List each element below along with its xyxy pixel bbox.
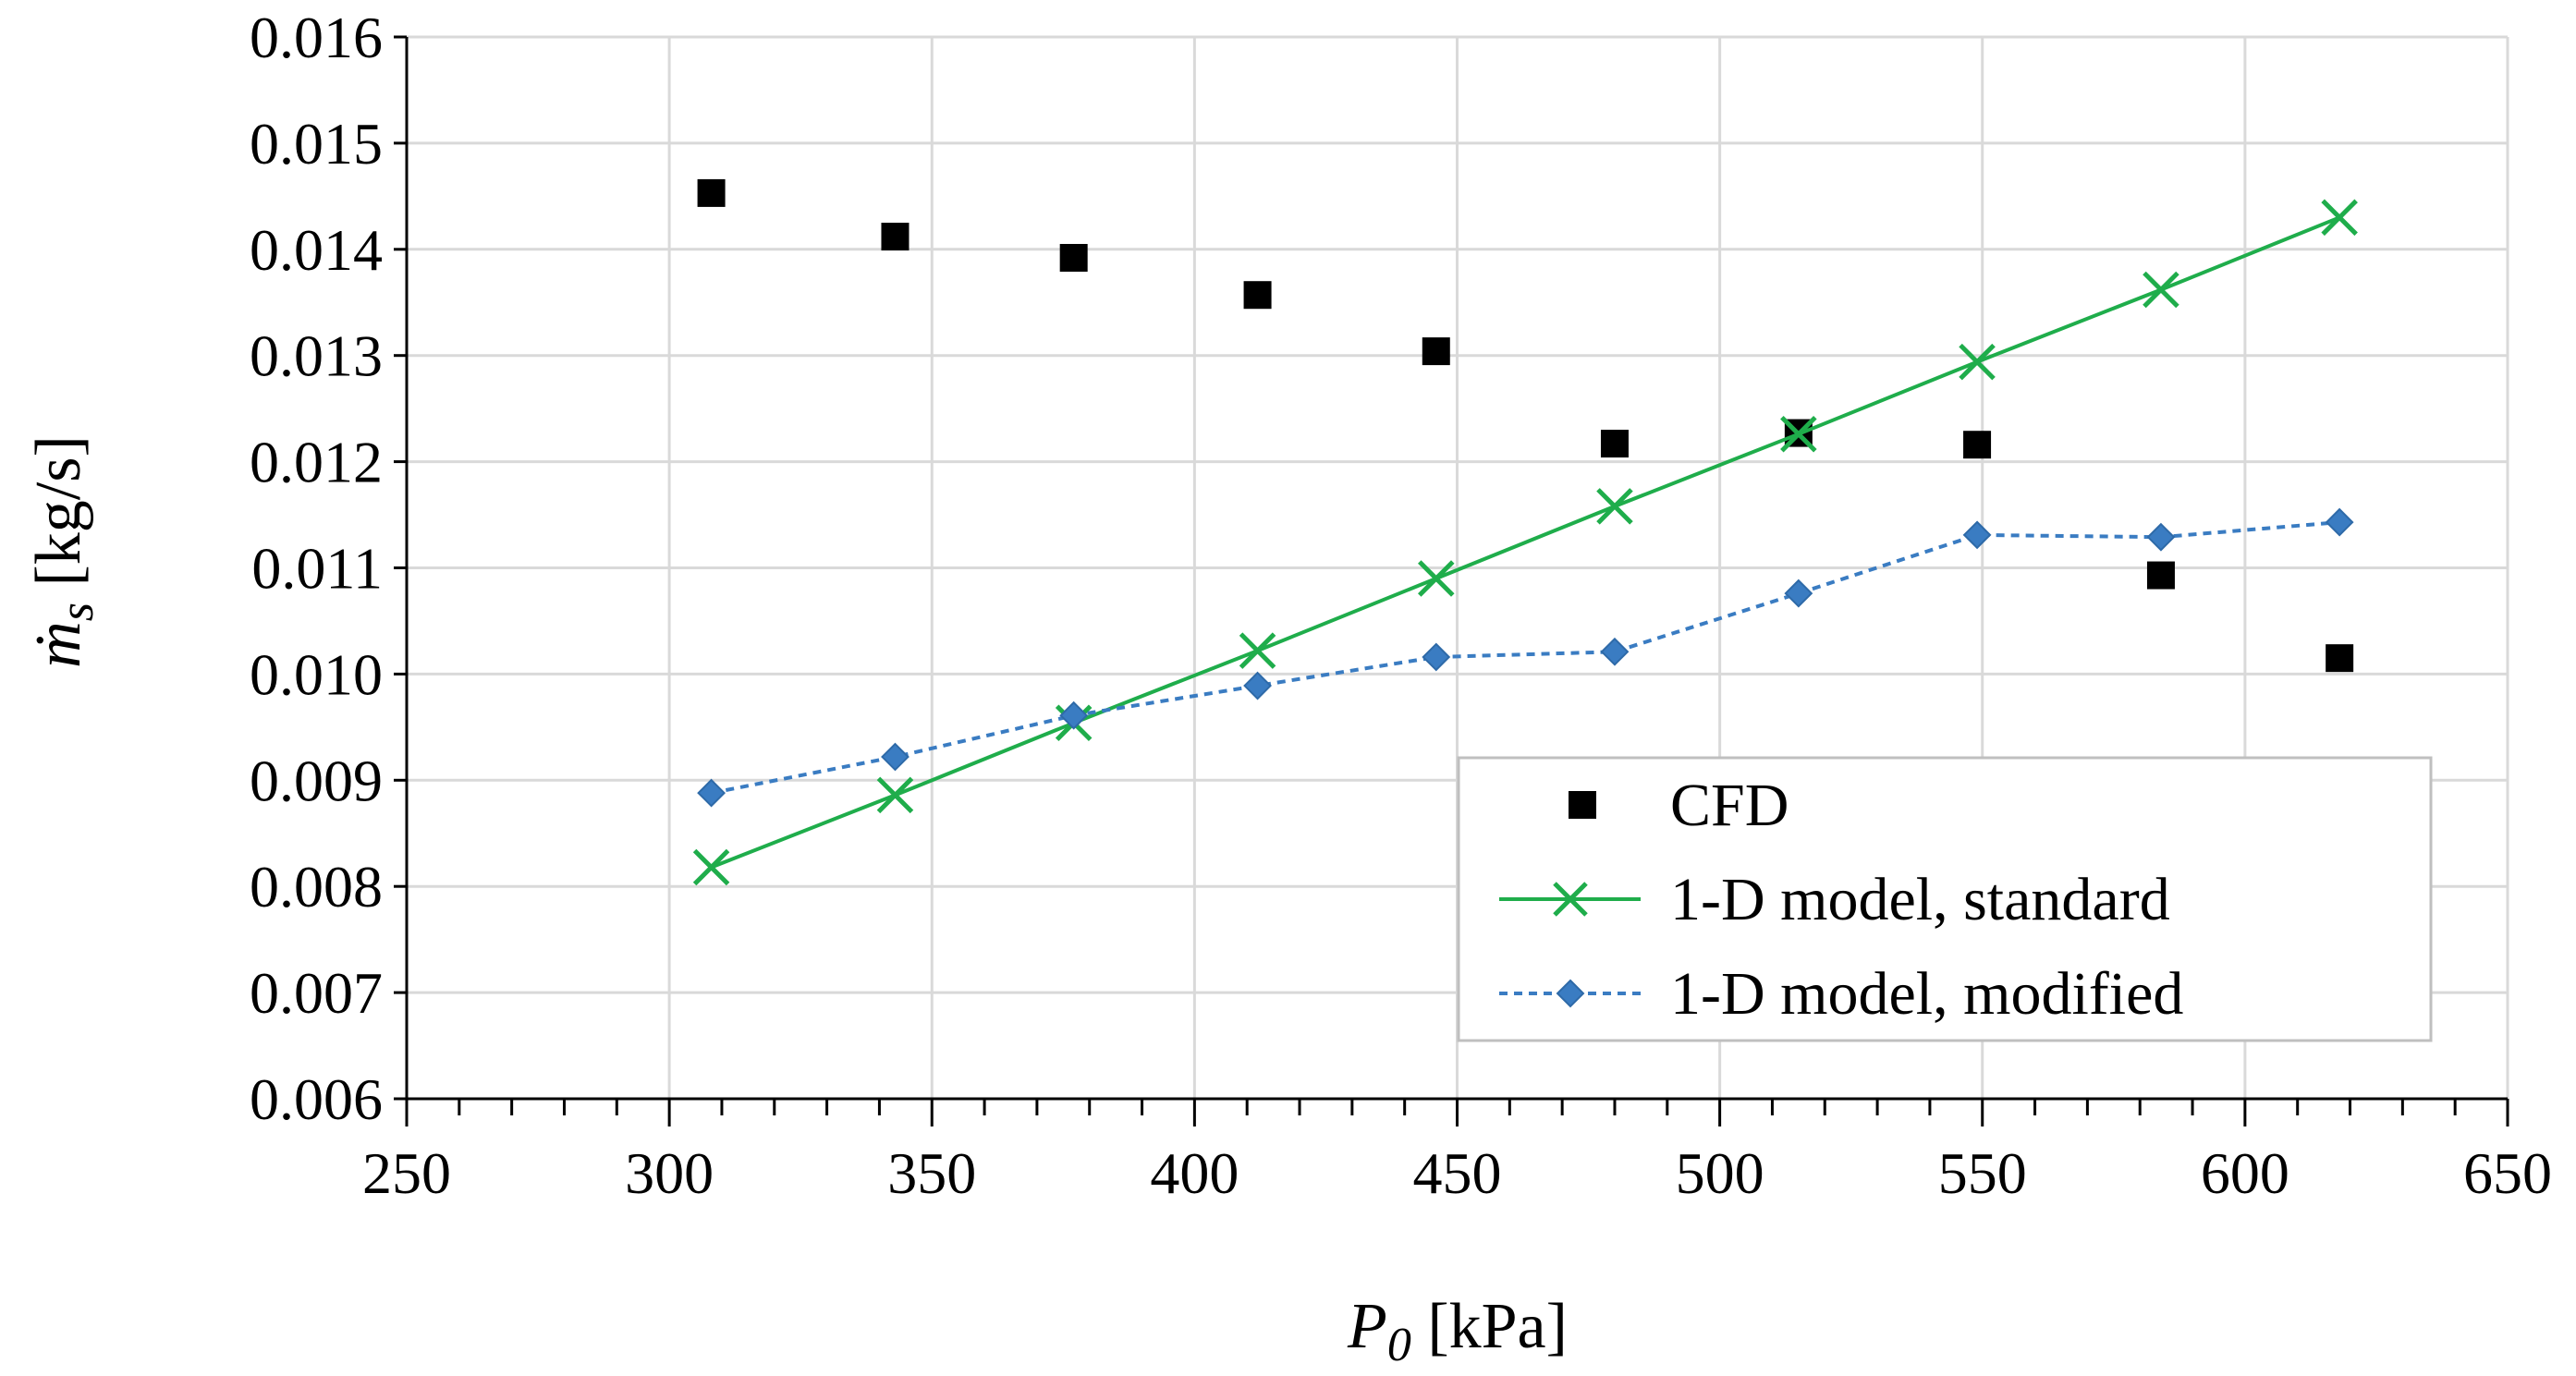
legend-modified-diamond-icon [1556, 979, 1585, 1008]
x-tick-label: 500 [1676, 1140, 1764, 1206]
standard-point [1780, 415, 1817, 453]
modified-point [1600, 637, 1630, 666]
y-tick-label: 0.010 [250, 641, 383, 707]
cfd-point [697, 178, 726, 207]
x-tick-label: 650 [2463, 1140, 2552, 1206]
modified-point [1784, 578, 1813, 608]
y-tick-label: 0.008 [250, 854, 383, 919]
cfd-point [2326, 644, 2354, 673]
legend-cfd-square-icon [1569, 791, 1596, 819]
cfd-point [1059, 243, 1088, 272]
y-tick-label: 0.015 [250, 111, 383, 177]
standard-point [692, 848, 730, 886]
modified-point [697, 778, 726, 808]
x-tick-label: 450 [1413, 1140, 1502, 1206]
legend-label-cfd: CFD [1670, 772, 1789, 839]
axes [394, 35, 2509, 1126]
y-tick-label: 0.013 [250, 323, 383, 389]
cfd-point [1600, 430, 1629, 458]
legend-entry-cfd: CFD [1569, 772, 1789, 839]
modified-point [2325, 507, 2354, 537]
legend-standard-x-icon [1553, 882, 1588, 917]
standard-point [876, 776, 914, 814]
y-axis-title: ṁs [kg/s] [23, 435, 104, 668]
modified-point [1243, 671, 1272, 700]
series-line [711, 520, 2340, 796]
modified-point [1422, 642, 1451, 672]
standard-point [1596, 488, 1633, 525]
series-0 [697, 178, 2354, 673]
legend-label-modified: 1-D model, modified [1670, 960, 2183, 1028]
series-2 [697, 507, 2354, 808]
x-axis-title: P0 [kPa] [1347, 1291, 1568, 1371]
series-line [710, 215, 2340, 870]
x-tick-label: 550 [1938, 1140, 2027, 1206]
standard-point [1239, 632, 1276, 669]
x-tick-label: 250 [362, 1140, 451, 1206]
cfd-point [2146, 561, 2175, 590]
x-tick-label: 400 [1150, 1140, 1239, 1206]
x-tick-label: 350 [887, 1140, 976, 1206]
standard-point [1418, 560, 1455, 597]
cfd-point [881, 223, 910, 251]
y-tick-label: 0.007 [250, 960, 383, 1026]
legend-entry-standard: 1-D model, standard [1499, 866, 2170, 933]
standard-point [2321, 199, 2358, 237]
modified-point [881, 742, 910, 772]
x-tick-label: 600 [2201, 1140, 2289, 1206]
series-1 [692, 199, 2358, 886]
cfd-point [1422, 337, 1450, 366]
standard-point [2143, 271, 2179, 309]
modified-point [2146, 522, 2176, 552]
x-tick-label: 300 [625, 1140, 714, 1206]
y-tick-label: 0.006 [250, 1066, 383, 1132]
y-tick-label: 0.012 [250, 430, 383, 495]
tick-labels: 0.006 0.007 0.008 0.009 0.010 0.011 0.012 0.013… [250, 5, 2552, 1206]
cfd-point [1243, 281, 1272, 310]
modified-point [1962, 520, 1992, 550]
y-tick-label: 0.014 [250, 217, 383, 283]
series [692, 178, 2358, 886]
y-tick-label: 0.011 [251, 536, 383, 602]
y-tick-label: 0.009 [250, 748, 383, 813]
cfd-point [1963, 431, 1992, 459]
standard-point [1959, 343, 1996, 381]
legend-label-standard: 1-D model, standard [1670, 866, 2170, 933]
y-tick-label: 0.016 [250, 5, 383, 70]
legend-entry-modified: 1-D model, modified [1499, 960, 2183, 1028]
modified-point [1059, 700, 1089, 730]
legend: CFD 1-D model, standard 1-D model, modif… [1457, 756, 2433, 1042]
